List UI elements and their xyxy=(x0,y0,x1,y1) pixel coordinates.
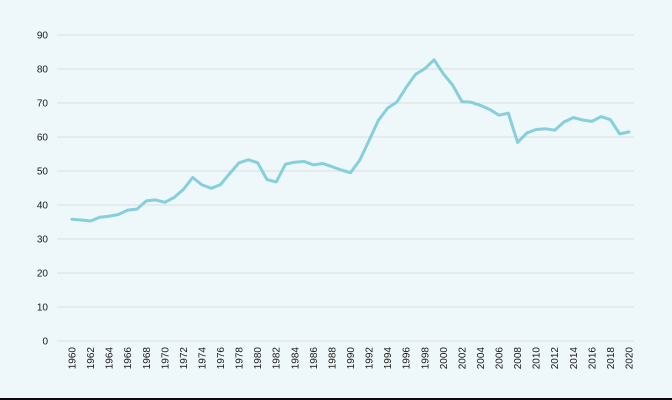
y-tick-label-10: 10 xyxy=(37,303,49,314)
x-tick-label-1996: 1996 xyxy=(402,347,413,370)
x-axis-tick-labels: 1960 1962 1964 1966 1968 1970 1972 1974 1976 1978… xyxy=(68,347,636,370)
x-tick-label-2006: 2006 xyxy=(495,347,506,370)
y-tick-label-80: 80 xyxy=(37,65,49,76)
x-tick-label-2012: 2012 xyxy=(550,347,561,370)
x-tick-label-1962: 1962 xyxy=(86,347,97,370)
y-tick-label-90: 90 xyxy=(37,31,49,42)
x-tick-label-1998: 1998 xyxy=(420,347,431,370)
x-tick-label-1984: 1984 xyxy=(290,347,301,370)
x-tick-label-2018: 2018 xyxy=(606,347,617,370)
x-tick-label-2002: 2002 xyxy=(457,347,468,370)
y-tick-label-30: 30 xyxy=(37,235,49,246)
x-tick-label-2004: 2004 xyxy=(476,347,487,370)
y-tick-label-40: 40 xyxy=(37,201,49,212)
x-tick-label-1988: 1988 xyxy=(327,347,338,370)
x-tick-label-1992: 1992 xyxy=(365,347,376,370)
x-tick-label-2000: 2000 xyxy=(439,347,450,370)
x-tick-label-1972: 1972 xyxy=(179,347,190,370)
y-tick-label-20: 20 xyxy=(37,269,49,280)
x-tick-label-1990: 1990 xyxy=(346,347,357,370)
y-tick-label-60: 60 xyxy=(37,133,49,144)
x-tick-label-1978: 1978 xyxy=(235,347,246,370)
x-tick-label-1964: 1964 xyxy=(105,347,116,370)
x-tick-label-1976: 1976 xyxy=(216,347,227,370)
x-tick-label-1986: 1986 xyxy=(309,347,320,370)
data-series-line xyxy=(70,58,631,223)
x-tick-label-1974: 1974 xyxy=(197,347,208,370)
x-tick-label-1968: 1968 xyxy=(142,347,153,370)
x-tick-label-1980: 1980 xyxy=(253,347,264,370)
gridlines xyxy=(57,34,634,342)
x-tick-label-2016: 2016 xyxy=(587,347,598,370)
y-tick-label-0: 0 xyxy=(42,337,48,348)
x-tick-label-1970: 1970 xyxy=(160,347,171,370)
x-tick-label-2014: 2014 xyxy=(569,347,580,370)
x-tick-label-2020: 2020 xyxy=(625,347,636,370)
x-tick-label-2010: 2010 xyxy=(532,347,543,370)
x-tick-label-1966: 1966 xyxy=(123,347,134,370)
x-tick-label-1982: 1982 xyxy=(272,347,283,370)
y-axis-tick-labels: 0 10 20 30 40 50 60 70 80 90 xyxy=(37,31,49,348)
y-tick-label-70: 70 xyxy=(37,99,49,110)
x-tick-label-2008: 2008 xyxy=(513,347,524,370)
x-tick-label-1994: 1994 xyxy=(383,347,394,370)
x-tick-label-1960: 1960 xyxy=(68,347,79,370)
y-tick-label-50: 50 xyxy=(37,167,49,178)
